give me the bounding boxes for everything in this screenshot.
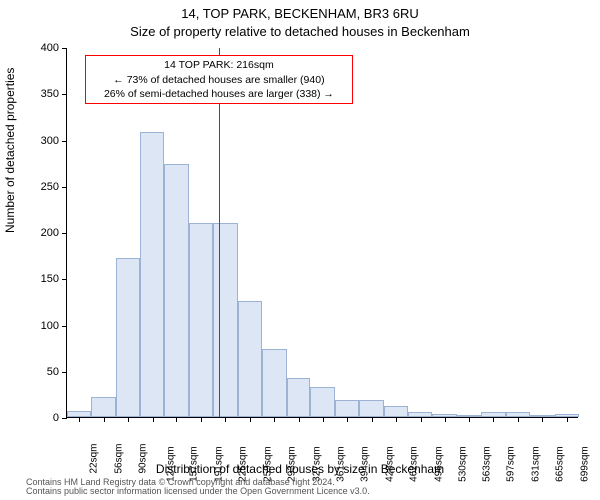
x-tick	[347, 417, 348, 422]
y-tick-label: 100	[41, 320, 59, 332]
plot-area: 050100150200250300350400 22sqm56sqm90sqm…	[66, 48, 578, 418]
x-tick	[445, 417, 446, 422]
y-tick-label: 300	[41, 135, 59, 147]
x-tick	[176, 417, 177, 422]
x-tick	[469, 417, 470, 422]
chart-title-main: 14, TOP PARK, BECKENHAM, BR3 6RU	[0, 6, 600, 21]
x-tick	[201, 417, 202, 422]
x-tick	[153, 417, 154, 422]
y-axis-title: Number of detached properties	[3, 68, 17, 233]
y-tick	[62, 94, 67, 95]
x-tick	[128, 417, 129, 422]
x-tick	[299, 417, 300, 422]
histogram-bar	[262, 349, 286, 417]
x-tick	[493, 417, 494, 422]
x-tick	[372, 417, 373, 422]
x-axis-title: Distribution of detached houses by size …	[0, 462, 600, 476]
y-tick-label: 350	[41, 88, 59, 100]
x-tick	[323, 417, 324, 422]
attribution-text: Contains HM Land Registry data © Crown c…	[26, 478, 370, 496]
y-tick-label: 150	[41, 273, 59, 285]
x-tick	[274, 417, 275, 422]
x-tick	[421, 417, 422, 422]
x-tick	[542, 417, 543, 422]
y-tick-label: 250	[41, 181, 59, 193]
y-tick-label: 200	[41, 227, 59, 239]
histogram-bar	[116, 258, 140, 417]
y-tick	[62, 279, 67, 280]
histogram-bar	[238, 301, 262, 417]
x-tick	[250, 417, 251, 422]
y-tick-label: 0	[53, 412, 59, 424]
y-tick	[62, 418, 67, 419]
callout-line: 26% of semi-detached houses are larger (…	[90, 87, 348, 101]
histogram-bar	[140, 132, 164, 417]
chart-title-sub: Size of property relative to detached ho…	[0, 24, 600, 39]
histogram-bar	[310, 387, 334, 417]
callout-line: 14 TOP PARK: 216sqm	[90, 58, 348, 72]
histogram-bar	[384, 406, 408, 417]
callout-line: ← 73% of detached houses are smaller (94…	[90, 73, 348, 87]
y-tick	[62, 141, 67, 142]
y-tick-label: 50	[47, 366, 59, 378]
y-tick	[62, 48, 67, 49]
histogram-bar	[335, 400, 359, 417]
callout-box: 14 TOP PARK: 216sqm← 73% of detached hou…	[85, 55, 353, 104]
histogram-bar	[359, 400, 383, 417]
x-tick	[518, 417, 519, 422]
histogram-bar	[213, 223, 237, 417]
y-tick	[62, 326, 67, 327]
attribution-line2: Contains public sector information licen…	[26, 487, 370, 496]
x-tick	[567, 417, 568, 422]
y-tick	[62, 372, 67, 373]
histogram-bar	[189, 223, 213, 417]
x-tick	[225, 417, 226, 422]
x-tick	[104, 417, 105, 422]
histogram-bar	[287, 378, 311, 417]
y-tick	[62, 233, 67, 234]
histogram-bar	[164, 164, 188, 417]
x-tick	[79, 417, 80, 422]
chart-frame: { "title_main": "14, TOP PARK, BECKENHAM…	[0, 0, 600, 500]
x-tick	[396, 417, 397, 422]
histogram-bar	[91, 397, 115, 417]
y-tick-label: 400	[41, 42, 59, 54]
y-tick	[62, 187, 67, 188]
